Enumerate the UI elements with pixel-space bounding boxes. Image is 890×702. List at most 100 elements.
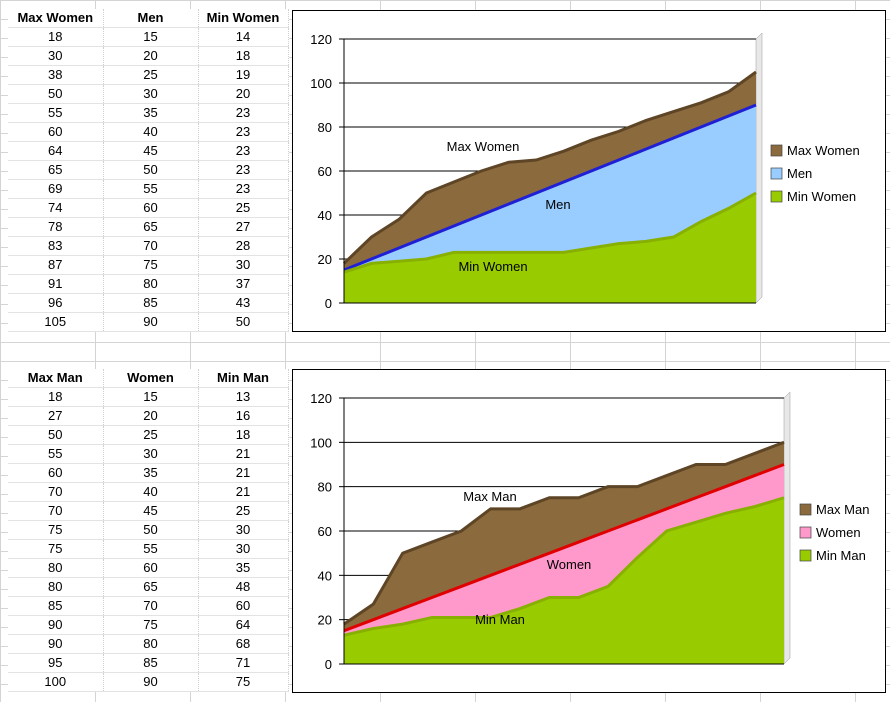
table-cell[interactable]: 30 — [8, 46, 104, 66]
table-cell[interactable]: 50 — [103, 160, 199, 180]
table-cell[interactable]: 21 — [198, 463, 289, 483]
table-cell[interactable]: 90 — [8, 634, 104, 654]
table-cell[interactable]: 74 — [8, 198, 104, 218]
table-cell[interactable]: 30 — [103, 444, 199, 464]
table-cell[interactable]: 70 — [8, 501, 104, 521]
table-cell[interactable]: 18 — [198, 425, 289, 445]
column-header[interactable]: Women — [103, 369, 199, 388]
chart-men[interactable]: 0 20 40 60 80 100 120 Max Man Women Min Man Max Ma… — [292, 369, 886, 693]
table-cell[interactable]: 78 — [8, 217, 104, 237]
table-cell[interactable]: 20 — [103, 46, 199, 66]
table-cell[interactable]: 40 — [103, 482, 199, 502]
table-cell[interactable]: 55 — [103, 539, 199, 559]
table-cell[interactable]: 68 — [198, 634, 289, 654]
chart-women[interactable]: 0 20 40 60 80 100 120 Max Women Men Min Women Max … — [292, 10, 886, 332]
table-cell[interactable]: 60 — [198, 596, 289, 616]
table-cell[interactable]: 25 — [103, 65, 199, 85]
table-cell[interactable]: 43 — [198, 293, 289, 313]
table-cell[interactable]: 83 — [8, 236, 104, 256]
table-cell[interactable]: 30 — [198, 539, 289, 559]
column-header[interactable]: Min Man — [198, 369, 289, 388]
table-cell[interactable]: 23 — [198, 141, 289, 161]
table-cell[interactable]: 48 — [198, 577, 289, 597]
table-cell[interactable]: 28 — [198, 236, 289, 256]
table-cell[interactable]: 23 — [198, 160, 289, 180]
table-cell[interactable]: 30 — [198, 255, 289, 275]
table-cell[interactable]: 19 — [198, 65, 289, 85]
table-cell[interactable]: 90 — [8, 615, 104, 635]
table-cell[interactable]: 23 — [198, 179, 289, 199]
table-cell[interactable]: 70 — [103, 596, 199, 616]
table-cell[interactable]: 50 — [8, 84, 104, 104]
table-cell[interactable]: 60 — [8, 122, 104, 142]
table-cell[interactable]: 60 — [103, 558, 199, 578]
table-cell[interactable]: 50 — [103, 520, 199, 540]
table-cell[interactable]: 18 — [198, 46, 289, 66]
table-cell[interactable]: 87 — [8, 255, 104, 275]
column-header[interactable]: Max Women — [8, 9, 104, 28]
table-cell[interactable]: 50 — [198, 312, 289, 332]
table-cell[interactable]: 37 — [198, 274, 289, 294]
table-cell[interactable]: 21 — [198, 444, 289, 464]
table-cell[interactable]: 75 — [103, 255, 199, 275]
table-cell[interactable]: 25 — [198, 198, 289, 218]
table-cell[interactable]: 70 — [103, 236, 199, 256]
table-cell[interactable]: 55 — [103, 179, 199, 199]
table-cell[interactable]: 15 — [103, 27, 199, 47]
table-cell[interactable]: 30 — [198, 520, 289, 540]
table-cell[interactable]: 35 — [103, 463, 199, 483]
table-cell[interactable]: 69 — [8, 179, 104, 199]
table-cell[interactable]: 90 — [103, 312, 199, 332]
table-cell[interactable]: 60 — [8, 463, 104, 483]
table-cell[interactable]: 75 — [103, 615, 199, 635]
table-cell[interactable]: 71 — [198, 653, 289, 673]
table-cell[interactable]: 35 — [103, 103, 199, 123]
table-cell[interactable]: 30 — [103, 84, 199, 104]
table-cell[interactable]: 16 — [198, 406, 289, 426]
table-cell[interactable]: 90 — [103, 672, 199, 692]
table-cell[interactable]: 55 — [8, 103, 104, 123]
table-cell[interactable]: 96 — [8, 293, 104, 313]
table-cell[interactable]: 18 — [8, 387, 104, 407]
table-cell[interactable]: 95 — [8, 653, 104, 673]
table-cell[interactable]: 75 — [8, 520, 104, 540]
table-cell[interactable]: 21 — [198, 482, 289, 502]
table-cell[interactable]: 25 — [198, 501, 289, 521]
table-cell[interactable]: 40 — [103, 122, 199, 142]
column-header[interactable]: Min Women — [198, 9, 289, 28]
table-cell[interactable]: 85 — [8, 596, 104, 616]
table-cell[interactable]: 27 — [198, 217, 289, 237]
table-cell[interactable]: 85 — [103, 653, 199, 673]
column-header[interactable]: Max Man — [8, 369, 104, 388]
table-cell[interactable]: 70 — [8, 482, 104, 502]
table-cell[interactable]: 14 — [198, 27, 289, 47]
table-cell[interactable]: 45 — [103, 501, 199, 521]
table-cell[interactable]: 65 — [103, 577, 199, 597]
table-cell[interactable]: 85 — [103, 293, 199, 313]
table-cell[interactable]: 75 — [198, 672, 289, 692]
table-cell[interactable]: 23 — [198, 103, 289, 123]
table-cell[interactable]: 64 — [8, 141, 104, 161]
table-cell[interactable]: 80 — [103, 634, 199, 654]
table-cell[interactable]: 60 — [103, 198, 199, 218]
table-cell[interactable]: 80 — [103, 274, 199, 294]
table-cell[interactable]: 91 — [8, 274, 104, 294]
table-cell[interactable]: 64 — [198, 615, 289, 635]
table-cell[interactable]: 27 — [8, 406, 104, 426]
table-cell[interactable]: 13 — [198, 387, 289, 407]
table-cell[interactable]: 45 — [103, 141, 199, 161]
table-cell[interactable]: 20 — [103, 406, 199, 426]
table-cell[interactable]: 50 — [8, 425, 104, 445]
table-cell[interactable]: 80 — [8, 577, 104, 597]
table-cell[interactable]: 35 — [198, 558, 289, 578]
table-cell[interactable]: 15 — [103, 387, 199, 407]
table-cell[interactable]: 105 — [8, 312, 104, 332]
table-cell[interactable]: 38 — [8, 65, 104, 85]
table-cell[interactable]: 20 — [198, 84, 289, 104]
table-cell[interactable]: 55 — [8, 444, 104, 464]
table-cell[interactable]: 23 — [198, 122, 289, 142]
column-header[interactable]: Men — [103, 9, 199, 28]
table-cell[interactable]: 100 — [8, 672, 104, 692]
table-cell[interactable]: 80 — [8, 558, 104, 578]
table-cell[interactable]: 75 — [8, 539, 104, 559]
